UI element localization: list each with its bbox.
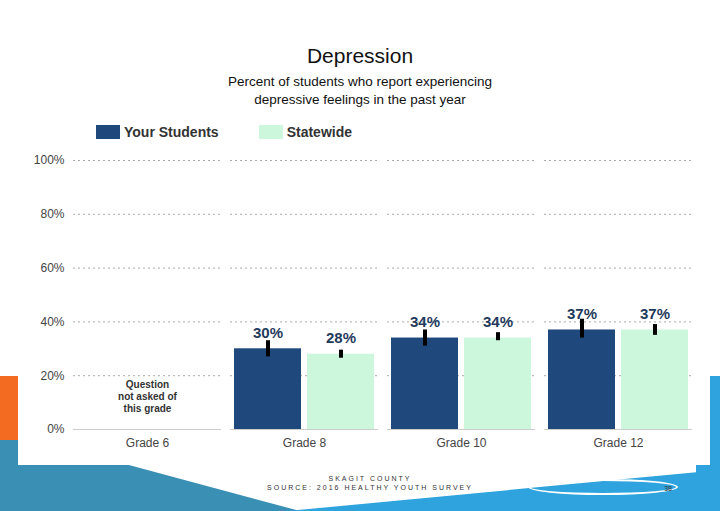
- html-text:SOURCE: 2016 HEALTHY YOUTH SUR: SOURCE: 2016 HEALTHY YOUTH SURVEY: [267, 484, 473, 491]
- html-text:Percent of students who report: Percent of students who report experienc…: [227, 74, 493, 107]
- svg-text:37%: 37%: [567, 305, 597, 322]
- svg-text:40%: 40%: [40, 315, 64, 329]
- svg-text:37%: 37%: [640, 305, 670, 322]
- svg-text:100%: 100%: [34, 153, 65, 167]
- svg-text:34%: 34%: [483, 313, 513, 330]
- svg-text:0%: 0%: [47, 422, 65, 436]
- svg-text:Questionnot asked ofthis grade: Questionnot asked ofthis grade: [118, 379, 178, 414]
- html-text:Your Students: Your Students: [124, 124, 219, 140]
- svg-text:60%: 60%: [40, 261, 64, 275]
- svg-text:Grade 12: Grade 12: [593, 436, 643, 450]
- html-text:SKAGIT COUNTY: SKAGIT COUNTY: [328, 475, 412, 482]
- svg-text:Grade 10: Grade 10: [436, 436, 486, 450]
- svg-text:20%: 20%: [40, 369, 64, 383]
- svg-text:80%: 80%: [40, 207, 64, 221]
- svg-text:Grade 6: Grade 6: [126, 436, 170, 450]
- svg-text:34%: 34%: [410, 313, 440, 330]
- svg-text:28%: 28%: [326, 329, 356, 346]
- html-text:Statewide: Statewide: [286, 124, 352, 140]
- svg-text:30%: 30%: [253, 324, 283, 341]
- html-text:38: 38: [664, 485, 672, 492]
- html-text:Depression: Depression: [306, 44, 414, 67]
- svg-text:Grade 8: Grade 8: [283, 436, 327, 450]
